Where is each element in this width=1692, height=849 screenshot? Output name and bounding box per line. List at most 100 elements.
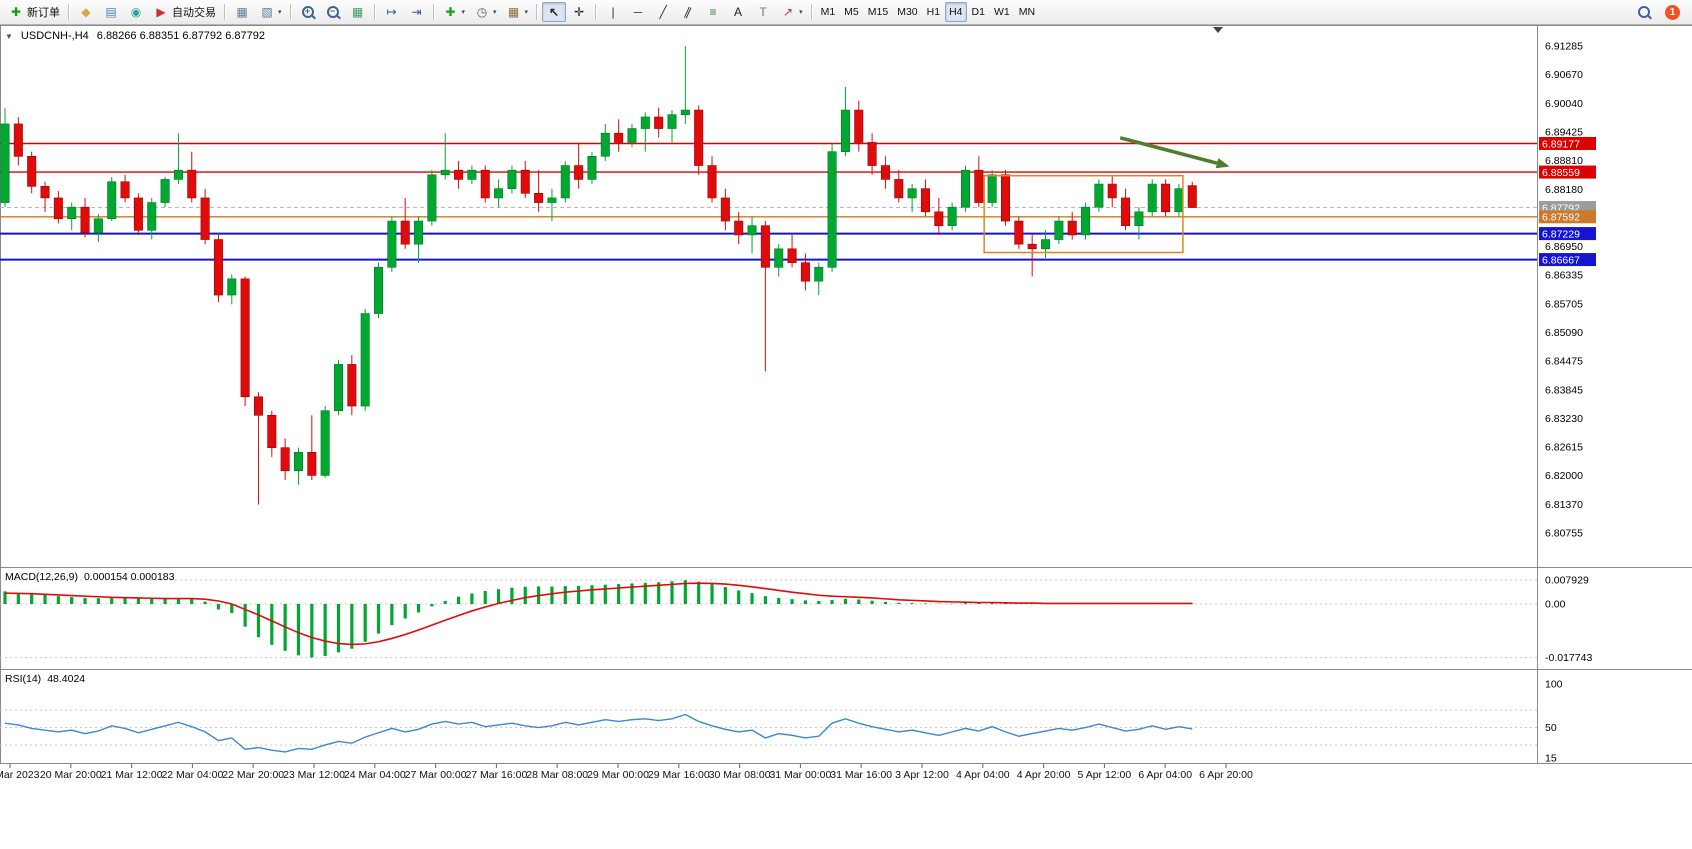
tf-h1-label: H1 — [926, 6, 941, 18]
tf-w1-label: W1 — [993, 6, 1010, 18]
arrows-button[interactable]: ↗ ▾ — [776, 2, 807, 22]
svg-text:6.80755: 6.80755 — [1545, 528, 1583, 540]
candle — [974, 156, 984, 208]
market-watch-icon: ◆ — [81, 5, 91, 19]
candle — [40, 181, 50, 212]
svg-text:6.89425: 6.89425 — [1545, 127, 1583, 139]
new-chart-button[interactable]: ▦ — [230, 2, 254, 22]
vertical-line-button[interactable]: | — [601, 2, 625, 22]
data-window-icon: ▤ — [105, 5, 117, 19]
auto-scroll-button[interactable]: ↦ — [380, 2, 404, 22]
one-click-expander-icon[interactable]: ▼ — [5, 31, 13, 41]
svg-text:0.00: 0.00 — [1545, 599, 1566, 611]
candle — [547, 188, 557, 222]
rsi-line — [4, 713, 1193, 753]
tf-mn-button[interactable]: MN — [1015, 2, 1039, 22]
candle — [694, 105, 704, 175]
svg-text:22 Mar 20:00: 22 Mar 20:00 — [222, 769, 284, 781]
price-tag: 6.89177 — [1539, 136, 1596, 150]
tf-m1-button[interactable]: M1 — [817, 2, 840, 22]
candle — [307, 415, 317, 481]
candle — [67, 202, 77, 231]
candle — [200, 188, 210, 245]
candle — [960, 165, 970, 212]
candle — [173, 133, 183, 185]
notification-badge[interactable]: 1 — [1665, 4, 1680, 20]
trend-arrow[interactable] — [1119, 136, 1218, 165]
svg-text:23 Mar 12:00: 23 Mar 12:00 — [283, 769, 345, 781]
candle — [614, 119, 624, 152]
tf-m5-label: M5 — [844, 6, 859, 18]
toolbar-groups: ✚ 新订单 ◆ ▤ ◉ ▶ 自动交易 ▦ ▧ ▾ + − ▦ ↦ ⇥ ✚ ▾ ◷ ▾ ▦ ▾ ↖ ✛ | ─ ╱ ∥ ≡ A T ↗ ▾ M1 M… — [4, 2, 1039, 22]
templates-button[interactable]: ▦ ▾ — [502, 2, 533, 22]
highlight-box[interactable] — [983, 174, 1184, 254]
price-tag: 6.88559 — [1539, 165, 1596, 179]
new-order-button[interactable]: ✚ 新订单 — [4, 2, 64, 22]
cursor-button[interactable]: ↖ — [542, 2, 567, 22]
svg-text:6 Apr 20:00: 6 Apr 20:00 — [1199, 769, 1253, 781]
toolbar-group-timeframes: M1 M5 M15 M30 H1 H4 D1 W1 MN — [817, 2, 1039, 22]
svg-text:6.87229: 6.87229 — [1542, 228, 1580, 240]
svg-text:6.91285: 6.91285 — [1545, 41, 1583, 53]
candle — [1041, 230, 1051, 259]
tf-d1-button[interactable]: D1 — [968, 2, 989, 22]
svg-text:6.83845: 6.83845 — [1545, 385, 1583, 397]
tf-w1-button[interactable]: W1 — [990, 2, 1014, 22]
text-button[interactable]: A — [726, 2, 750, 22]
svg-text:6 Apr 04:00: 6 Apr 04:00 — [1138, 769, 1192, 781]
candle — [133, 193, 143, 235]
svg-text:6.88810: 6.88810 — [1545, 155, 1583, 167]
candle — [494, 179, 504, 208]
indicators-button[interactable]: ✚ ▾ — [439, 2, 470, 22]
crosshair-button[interactable]: ✛ — [567, 2, 591, 22]
equidistant-channel-button[interactable]: ∥ — [676, 2, 700, 22]
svg-text:6.86950: 6.86950 — [1545, 241, 1583, 253]
candle — [600, 123, 610, 161]
text-label-button[interactable]: T — [751, 2, 775, 22]
horizontal-line-button[interactable]: ─ — [626, 2, 650, 22]
tf-h1-button[interactable]: H1 — [923, 2, 944, 22]
chart-profiles-button[interactable]: ▧ ▾ — [255, 2, 286, 22]
candle — [907, 184, 917, 212]
zoom-out-button[interactable]: − — [321, 2, 345, 22]
svg-text:3 Apr 12:00: 3 Apr 12:00 — [895, 769, 949, 781]
navigator-button[interactable]: ◉ — [124, 2, 148, 22]
tf-m30-label: M30 — [897, 6, 918, 18]
new-order-label: 新订单 — [27, 7, 60, 19]
tf-m30-button[interactable]: M30 — [893, 2, 921, 22]
candle — [147, 197, 157, 240]
fibonacci-button[interactable]: ≡ — [701, 2, 725, 22]
toolbar-separator — [536, 4, 539, 20]
svg-text:6.82000: 6.82000 — [1545, 470, 1583, 482]
tf-m1-label: M1 — [820, 6, 836, 18]
market-watch-button[interactable]: ◆ — [74, 2, 98, 22]
dropdown-caret-icon: ▾ — [278, 9, 282, 16]
candle — [480, 165, 490, 203]
auto-trading-icon: ▶ — [156, 5, 166, 19]
svg-text:6.88180: 6.88180 — [1545, 184, 1583, 196]
auto-trading-button[interactable]: ▶ 自动交易 — [149, 2, 220, 22]
svg-text:6.90670: 6.90670 — [1545, 69, 1583, 81]
candle — [734, 211, 744, 245]
toolbar-group-panels: ◆ ▤ ◉ ▶ 自动交易 — [74, 2, 220, 22]
chart-profiles-icon: ▧ — [261, 5, 273, 19]
tile-windows-button[interactable]: ▦ — [346, 2, 370, 22]
toolbar-separator — [224, 4, 226, 20]
svg-text:27 Mar 00:00: 27 Mar 00:00 — [405, 769, 467, 781]
tf-m15-button[interactable]: M15 — [864, 2, 892, 22]
search-button[interactable] — [1632, 2, 1656, 22]
zoom-in-button[interactable]: + — [296, 2, 320, 22]
tf-m5-button[interactable]: M5 — [840, 2, 863, 22]
candle — [467, 165, 477, 185]
periods-button[interactable]: ◷ ▾ — [470, 2, 501, 22]
data-window-button[interactable]: ▤ — [99, 2, 123, 22]
tf-h4-button[interactable]: H4 — [945, 2, 967, 22]
arrows-icon: ↗ — [783, 5, 794, 19]
svg-text:4 Apr 04:00: 4 Apr 04:00 — [956, 769, 1010, 781]
trendline-button[interactable]: ╱ — [651, 2, 675, 22]
chart-shift-button[interactable]: ⇥ — [405, 2, 429, 22]
svg-text:24 Mar 04:00: 24 Mar 04:00 — [344, 769, 406, 781]
indicators-icon: ✚ — [445, 5, 456, 19]
candle — [93, 214, 103, 242]
